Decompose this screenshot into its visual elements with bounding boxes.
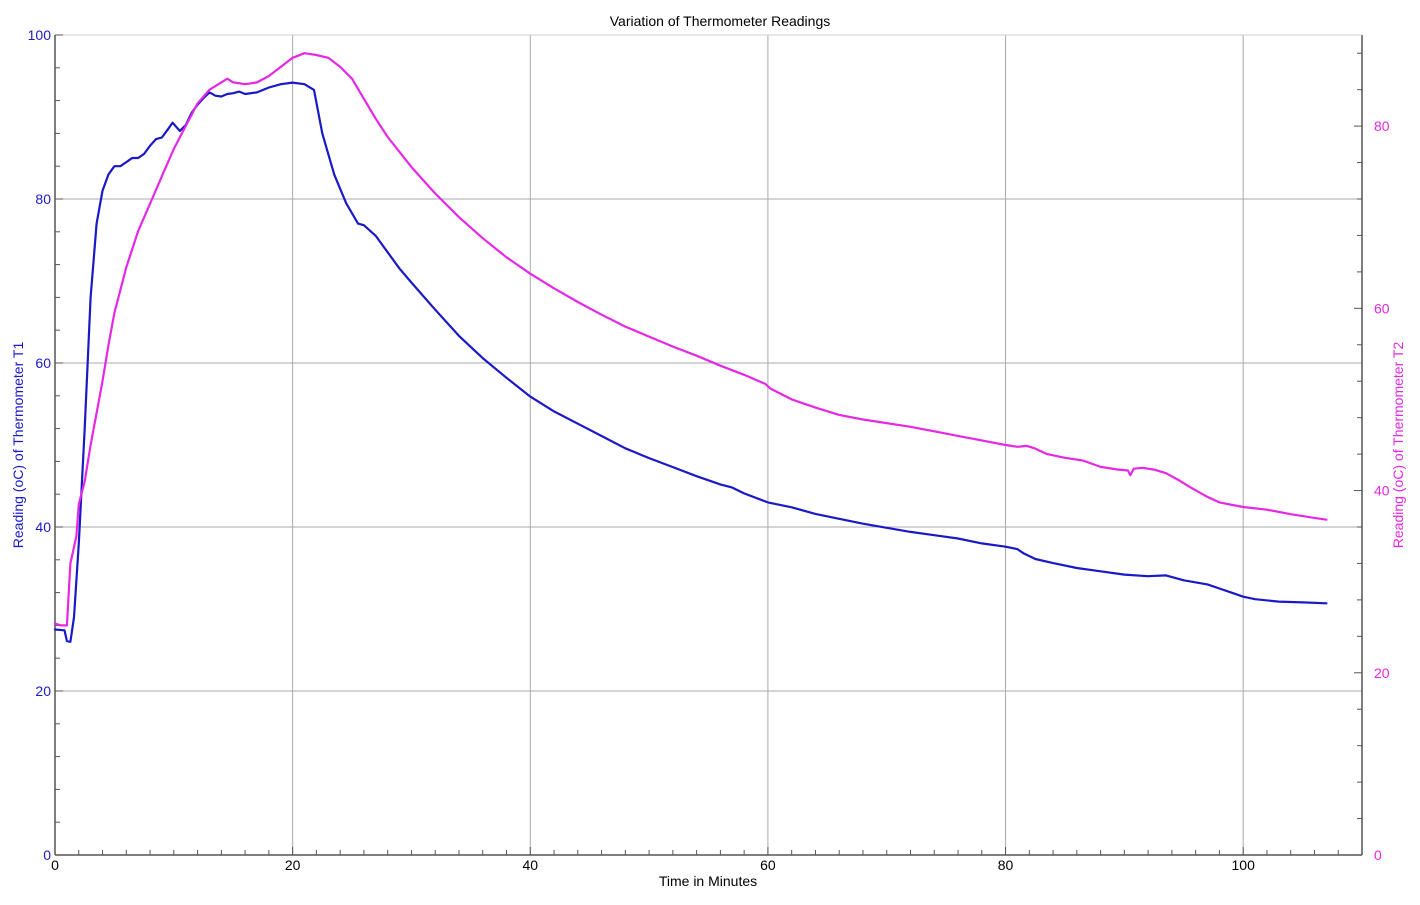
- y-right-tick-label: 60: [1374, 300, 1390, 316]
- x-tick-label: 20: [285, 857, 301, 873]
- series-line-t1: [53, 81, 1328, 643]
- y-left-tick-label: 60: [35, 355, 51, 371]
- y-left-tick-label: 20: [35, 683, 51, 699]
- y-right-tick-label: 40: [1374, 483, 1390, 499]
- plot-frame: [54, 34, 1363, 856]
- x-tick-label: 60: [760, 857, 776, 873]
- x-tick-label: 100: [1232, 857, 1256, 873]
- grid-layer: [55, 35, 1362, 855]
- y-left-tick-label: 80: [35, 191, 51, 207]
- chart-title: Variation of Thermometer Readings: [610, 13, 830, 29]
- y-right-tick-label: 20: [1374, 665, 1390, 681]
- y-axis-left-label: Reading (oC) of Thermometer T1: [10, 342, 26, 549]
- y-right-tick-label: 80: [1374, 118, 1390, 134]
- series-line-t2: [53, 52, 1328, 627]
- y-left-tick-label: 100: [28, 27, 52, 43]
- ticks-layer: 0 20 40 60 80 100 0 20 40 60 80 100 0 20 40 60 80: [28, 27, 1390, 873]
- series-layer: [53, 52, 1328, 643]
- x-axis-label: Time in Minutes: [659, 873, 757, 889]
- x-tick-label: 40: [522, 857, 538, 873]
- y-left-tick-label: 0: [43, 847, 51, 863]
- y-left-tick-label: 40: [35, 519, 51, 535]
- y-right-tick-label: 0: [1374, 847, 1382, 863]
- x-tick-label: 0: [51, 857, 59, 873]
- y-axis-right-label: Reading (oC) of Thermometer T2: [1390, 342, 1406, 549]
- x-tick-label: 80: [998, 857, 1014, 873]
